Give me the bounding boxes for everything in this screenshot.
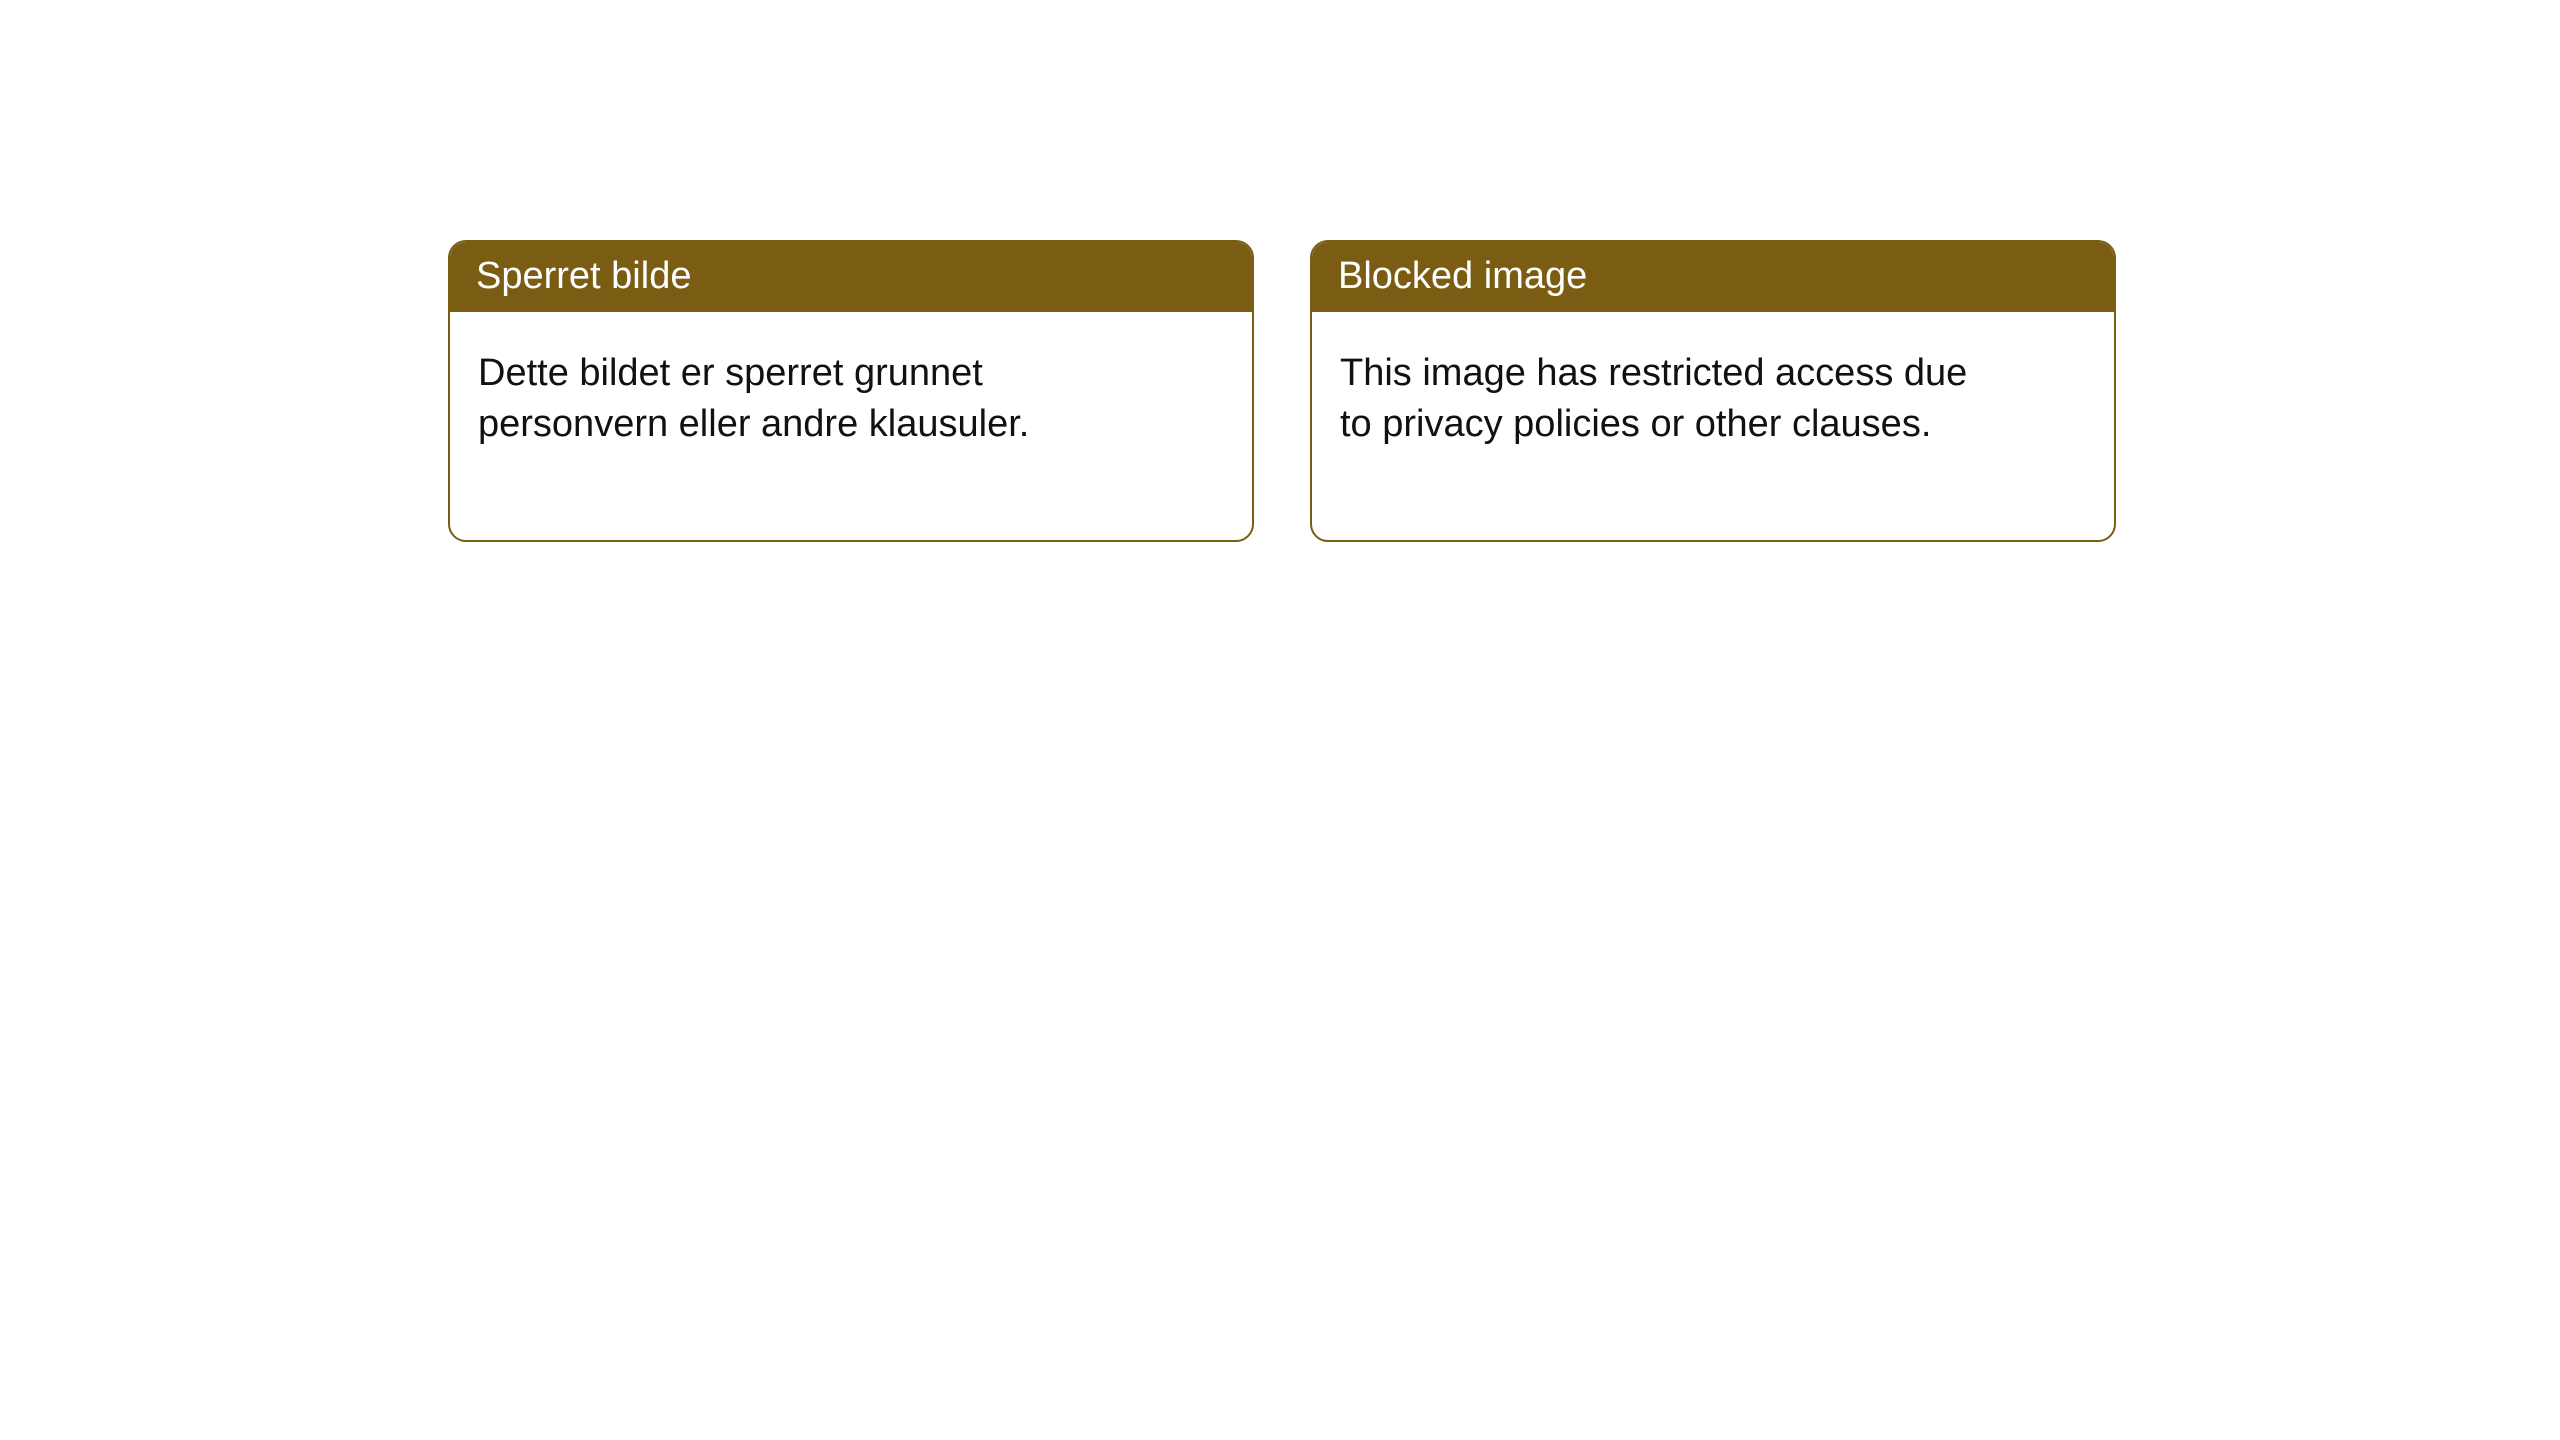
notice-header: Blocked image (1312, 242, 2114, 312)
notice-body: Dette bildet er sperret grunnet personve… (450, 312, 1160, 541)
notice-body: This image has restricted access due to … (1312, 312, 2022, 541)
notice-card-norwegian: Sperret bilde Dette bildet er sperret gr… (448, 240, 1254, 542)
notice-container: Sperret bilde Dette bildet er sperret gr… (0, 0, 2560, 542)
notice-header: Sperret bilde (450, 242, 1252, 312)
notice-card-english: Blocked image This image has restricted … (1310, 240, 2116, 542)
